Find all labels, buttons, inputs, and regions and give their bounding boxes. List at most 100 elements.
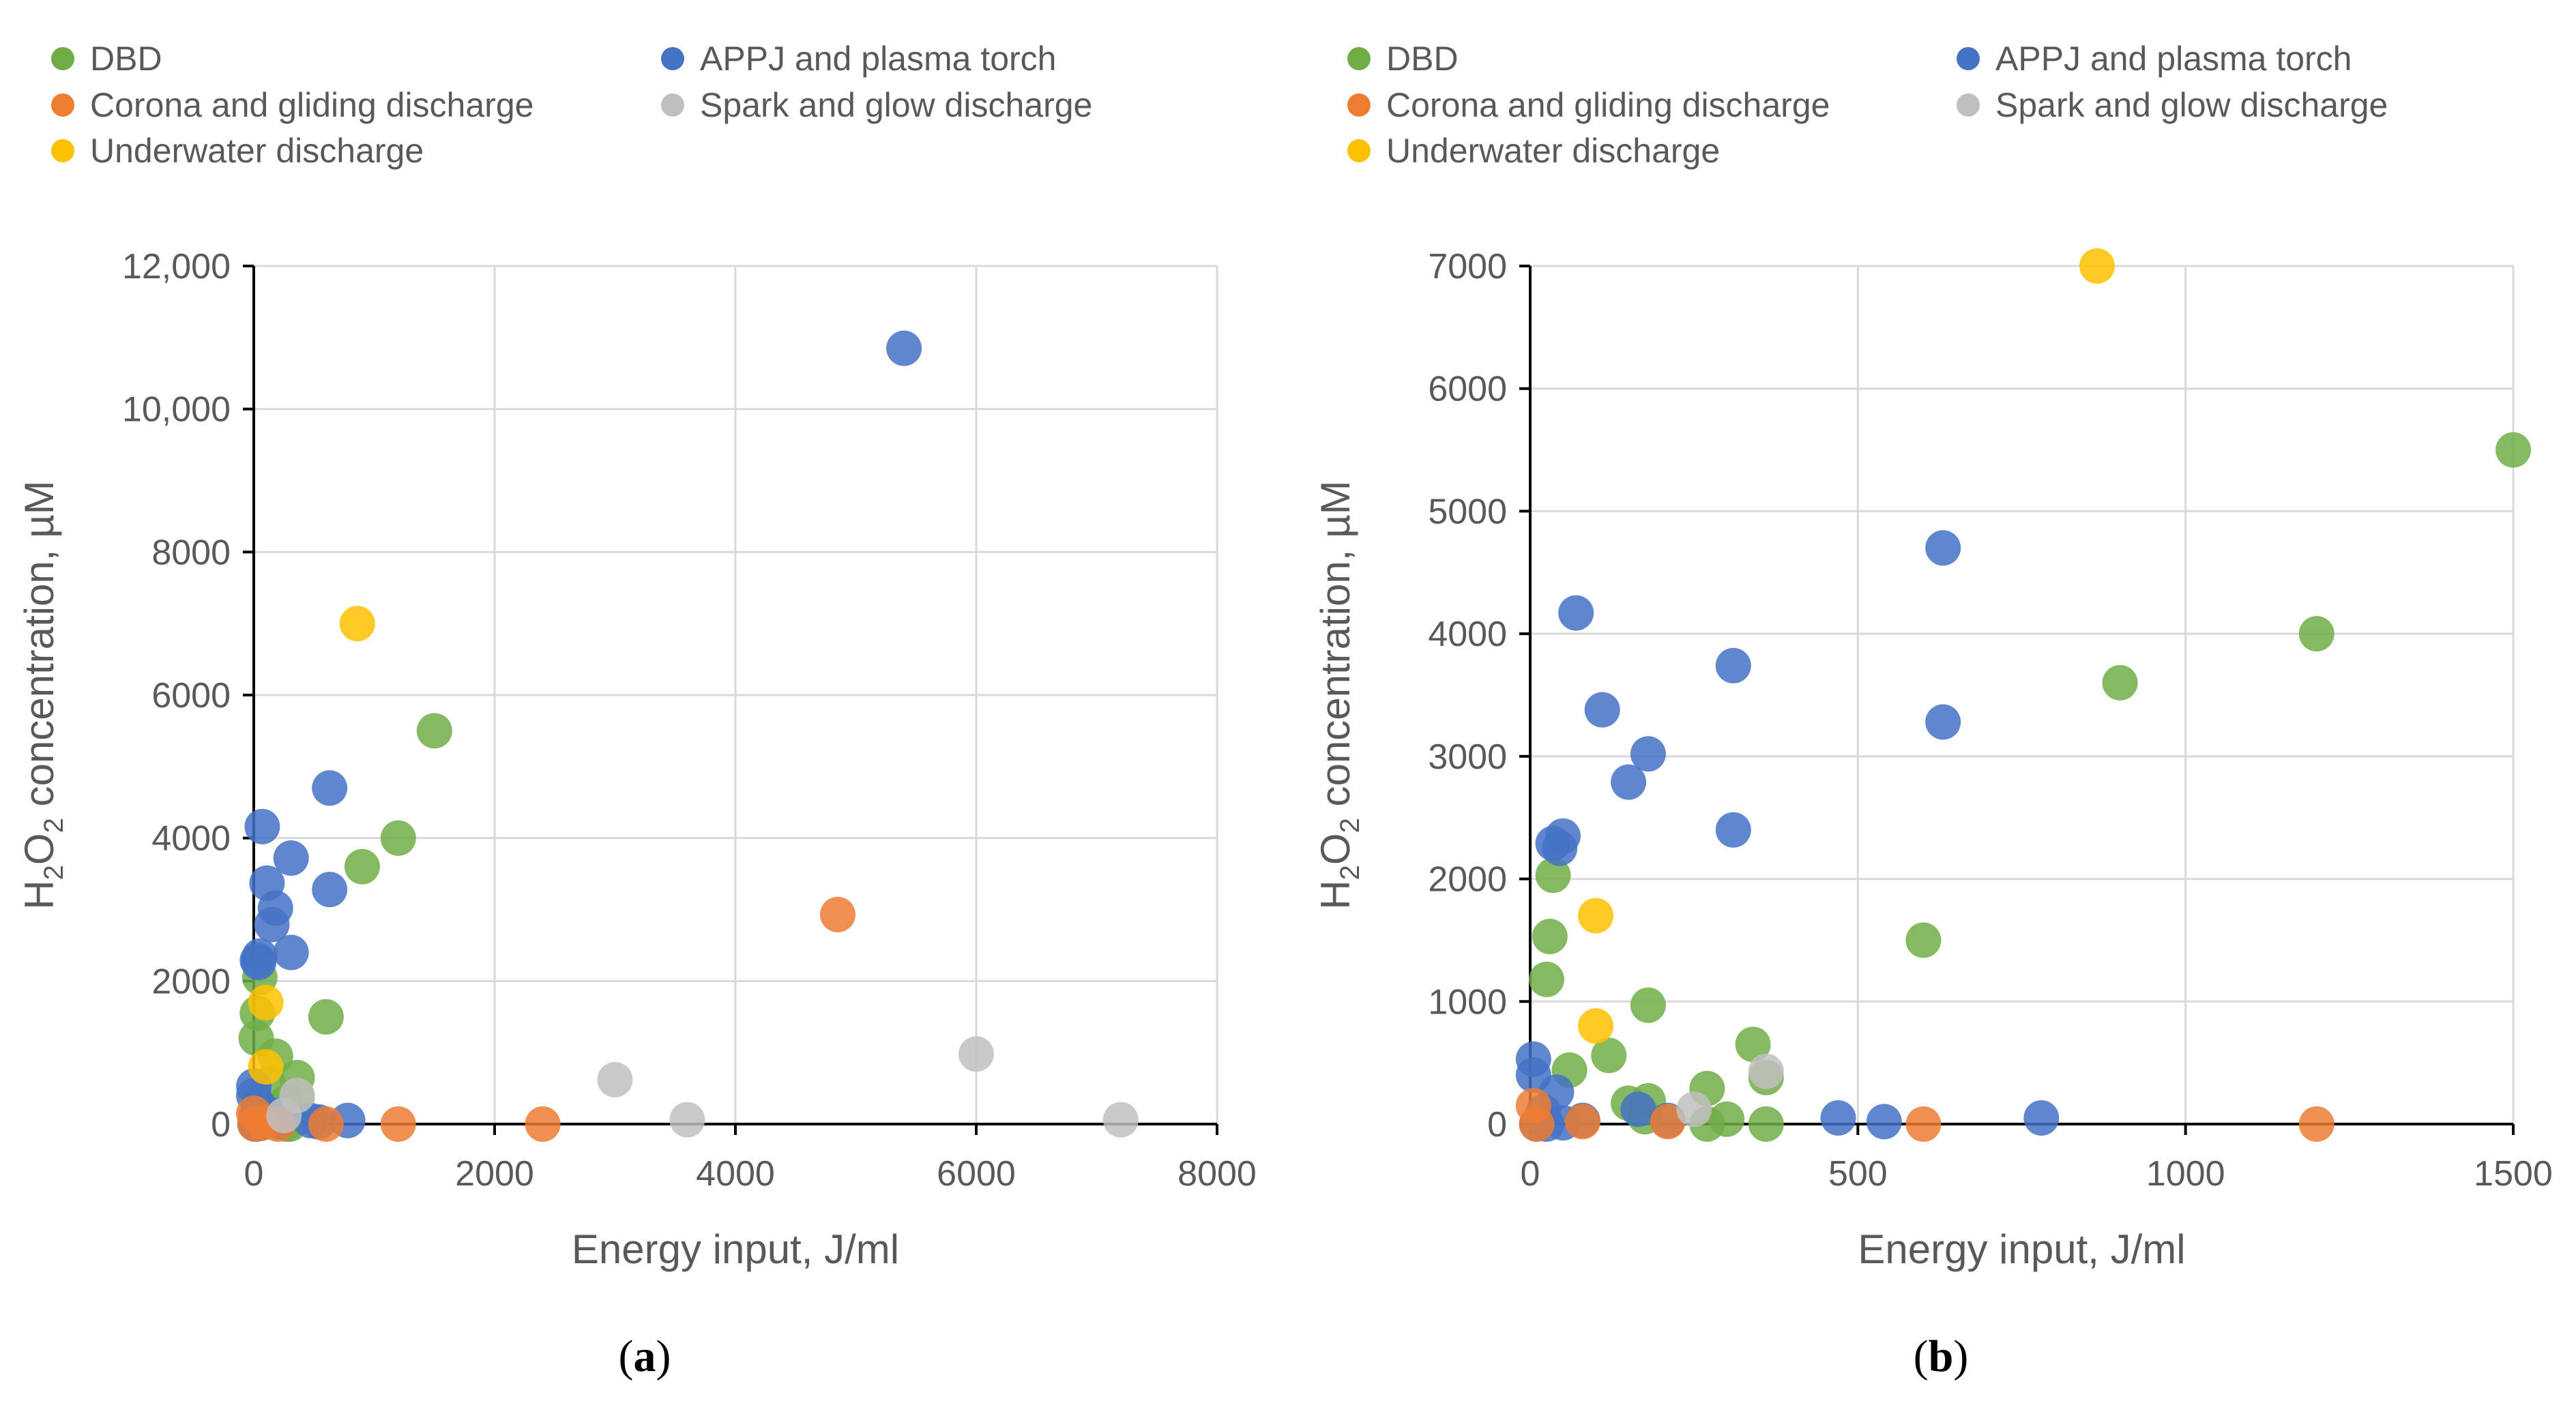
- chart-panel-a: DBD APPJ and plasma torch Corona and glidi…: [16, 40, 1257, 1381]
- legend-marker-icon: [1347, 139, 1371, 162]
- data-point: [248, 984, 284, 1020]
- x-tick-label: 0: [244, 1154, 264, 1194]
- y-tick-label: 2000: [151, 962, 231, 1001]
- y-tick-label: 6000: [1428, 370, 1507, 409]
- legend-marker-icon: [661, 93, 684, 117]
- data-point: [1519, 1106, 1555, 1142]
- y-tick-label: 7000: [1428, 247, 1507, 286]
- y-tick-label: 8000: [151, 533, 231, 572]
- legend-label: Underwater discharge: [90, 132, 424, 170]
- data-point: [1564, 1104, 1600, 1140]
- data-point: [308, 1106, 344, 1142]
- data-point: [237, 1106, 273, 1142]
- data-point: [597, 1062, 633, 1097]
- data-point: [1630, 736, 1666, 772]
- series-corona-and-gliding-discharge: [1515, 1088, 2334, 1142]
- data-point: [1925, 530, 1961, 566]
- legend-marker-icon: [1957, 93, 1980, 117]
- series-underwater-discharge: [1578, 248, 2115, 1044]
- legend-item-spark-and-glow-discharge: Spark and glow discharge: [661, 86, 1092, 124]
- legend-marker-icon: [661, 47, 684, 70]
- data-point: [669, 1102, 705, 1138]
- data-point: [1925, 704, 1961, 740]
- legend-label: Corona and gliding discharge: [90, 86, 533, 124]
- data-point: [339, 606, 375, 642]
- data-point: [2496, 432, 2531, 468]
- data-point: [1905, 922, 1942, 958]
- y-tick-label: 10,000: [122, 390, 231, 430]
- data-point: [1102, 1102, 1139, 1138]
- x-axis-title: Energy input, J/ml: [1858, 1226, 2185, 1272]
- legend-label: Spark and glow discharge: [700, 86, 1092, 124]
- legend-label: APPJ and plasma torch: [1995, 40, 2352, 78]
- data-point: [1578, 898, 1614, 934]
- y-axis-title: H2O2 concentration, µM: [1313, 480, 1365, 909]
- data-point: [1715, 812, 1751, 848]
- series-underwater-discharge: [248, 606, 375, 1085]
- y-tick-label: 0: [1487, 1105, 1507, 1145]
- data-point: [525, 1106, 561, 1142]
- legend-item-dbd: DBD: [1347, 40, 1459, 78]
- data-point: [239, 942, 276, 978]
- data-point: [2298, 1106, 2334, 1142]
- legend-item-underwater-discharge: Underwater discharge: [51, 132, 424, 170]
- data-point: [1535, 857, 1571, 894]
- x-tick-label: 8000: [1177, 1154, 1257, 1194]
- x-tick-label: 6000: [937, 1154, 1016, 1194]
- panel-label: (b): [1914, 1331, 1969, 1381]
- y-tick-label: 3000: [1428, 737, 1507, 777]
- x-tick-label: 1500: [2474, 1154, 2553, 1194]
- legend-label: APPJ and plasma torch: [700, 40, 1057, 78]
- legend-marker-icon: [51, 47, 74, 70]
- series-spark-and-glow-discharge: [266, 1036, 1139, 1138]
- y-tick-label: 12,000: [122, 247, 231, 286]
- data-point: [820, 896, 855, 932]
- legend-item-underwater-discharge: Underwater discharge: [1347, 132, 1720, 170]
- data-point: [273, 840, 309, 876]
- legend-label: DBD: [1386, 40, 1459, 78]
- data-point: [1715, 647, 1751, 683]
- x-axis-title: Energy input, J/ml: [572, 1226, 899, 1272]
- y-tick-label: 4000: [151, 819, 231, 859]
- data-point: [238, 1020, 274, 1057]
- legend-item-spark-and-glow-discharge: Spark and glow discharge: [1957, 86, 2388, 124]
- data-point: [308, 999, 344, 1035]
- data-point: [416, 713, 452, 749]
- data-point: [1748, 1053, 1784, 1089]
- data-point: [1535, 825, 1571, 861]
- legend-label: DBD: [90, 40, 162, 78]
- x-tick-label: 2000: [455, 1154, 534, 1194]
- data-point: [1748, 1106, 1784, 1142]
- legend-item-corona-and-gliding-discharge: Corona and gliding discharge: [1347, 86, 1830, 124]
- data-point: [1676, 1091, 1712, 1127]
- legend-label: Corona and gliding discharge: [1386, 86, 1830, 124]
- legend-marker-icon: [1347, 93, 1371, 117]
- data-point: [1591, 1037, 1627, 1074]
- legend-item-appj-and-plasma-torch: APPJ and plasma torch: [1957, 40, 2352, 78]
- data-point: [958, 1036, 994, 1072]
- data-point: [2102, 665, 2138, 700]
- y-axis-title: H2O2 concentration, µM: [16, 480, 69, 909]
- data-point: [249, 865, 285, 901]
- legend-label: Spark and glow discharge: [1995, 86, 2388, 124]
- y-tick-label: 0: [211, 1105, 231, 1145]
- legend-marker-icon: [51, 139, 74, 162]
- data-point: [1611, 764, 1647, 800]
- y-tick-label: 4000: [1428, 615, 1507, 654]
- data-point: [1584, 692, 1620, 728]
- data-point: [380, 1106, 416, 1142]
- data-point: [312, 872, 348, 908]
- data-point: [1630, 987, 1666, 1023]
- x-tick-label: 1000: [2146, 1154, 2225, 1194]
- data-point: [254, 906, 290, 943]
- data-point: [2079, 248, 2115, 284]
- data-point: [1866, 1104, 1902, 1140]
- series-dbd: [1529, 432, 2531, 1142]
- series-corona-and-gliding-discharge: [236, 896, 855, 1142]
- chart-panel-b: DBD APPJ and plasma torch Corona and glidi…: [1313, 40, 2553, 1381]
- data-point: [2023, 1100, 2060, 1136]
- data-point: [886, 330, 922, 366]
- series-spark-and-glow-discharge: [1676, 1053, 1784, 1127]
- data-point: [1578, 1008, 1614, 1044]
